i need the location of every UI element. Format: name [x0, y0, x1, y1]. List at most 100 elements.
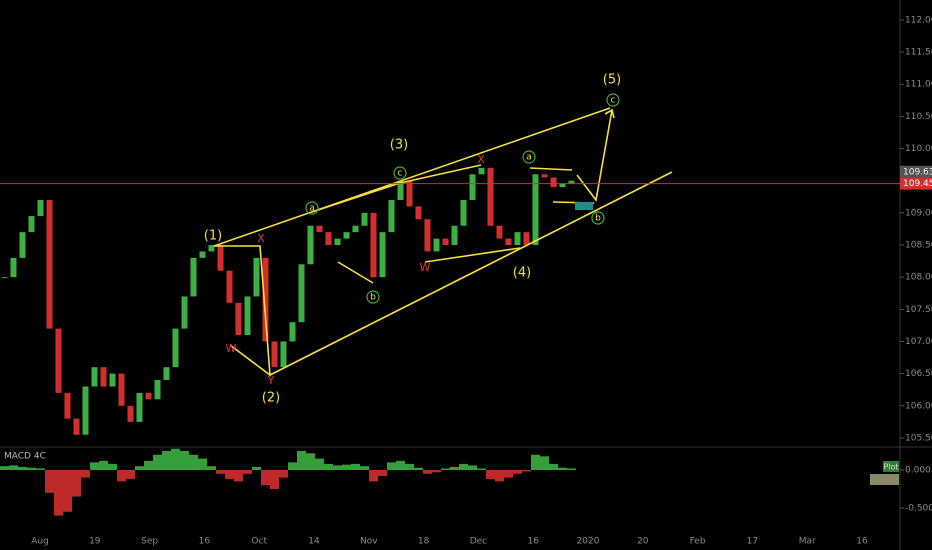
y-tick-label: 110.000	[905, 144, 932, 154]
candle	[433, 238, 440, 252]
x-tick-label: 16	[199, 537, 211, 547]
histogram-bar	[162, 450, 171, 470]
sub-wave-label: c	[398, 169, 403, 179]
high-badge	[900, 165, 932, 178]
x-tick-label: 19	[89, 537, 101, 547]
candle	[64, 392, 71, 419]
value-badge	[870, 474, 899, 485]
histogram-bar	[9, 465, 18, 470]
histogram-bar	[18, 466, 27, 470]
histogram-bar	[414, 467, 423, 470]
candle	[424, 219, 431, 252]
histogram-bar	[117, 469, 126, 482]
upper-channel	[213, 107, 611, 247]
histogram-bar	[405, 463, 414, 470]
annotations: (1) (2) (3) (4) (5) X W Y X W a b c a b …	[204, 73, 621, 406]
x-tick-label: Feb	[690, 537, 706, 547]
candle	[118, 373, 125, 406]
histogram-bar	[126, 469, 135, 480]
x-tick-label: 2020	[577, 537, 600, 547]
histogram-bar	[486, 469, 495, 480]
wave-path	[424, 247, 521, 263]
candle	[289, 322, 296, 342]
candle	[82, 386, 89, 435]
histogram-bar	[45, 469, 54, 493]
label-ring	[606, 93, 620, 107]
candle	[487, 167, 494, 226]
wxy-label: X	[477, 153, 485, 166]
histogram-bar	[306, 453, 315, 470]
x-tick-label: 16	[527, 537, 539, 547]
histogram-bar	[225, 469, 234, 480]
candle	[460, 199, 467, 226]
wave-label: (3)	[390, 138, 408, 153]
wave-label: (5)	[603, 73, 621, 88]
histogram-bar	[288, 462, 297, 470]
histogram-bar	[477, 468, 486, 470]
candle	[298, 264, 305, 323]
histogram-bar	[342, 464, 351, 470]
y-tick-label: 106.000	[905, 401, 932, 411]
candle	[28, 216, 35, 233]
label-ring	[522, 150, 536, 164]
wave-label: (2)	[262, 391, 280, 406]
candle	[37, 199, 44, 217]
y-tick-label: -0.500	[905, 503, 932, 513]
candle	[478, 167, 485, 175]
candle	[568, 180, 575, 184]
candle	[244, 296, 251, 336]
histogram-bar	[99, 460, 108, 470]
histogram-bar	[198, 458, 207, 470]
wxy-label: Y	[267, 374, 275, 387]
target-box	[575, 202, 593, 210]
label-ring	[305, 201, 319, 215]
candle	[514, 232, 521, 246]
candle	[226, 270, 233, 303]
y-tick-label: 105.500	[905, 433, 932, 443]
histogram-bar	[234, 469, 243, 482]
candle	[163, 367, 170, 381]
y-tick-label: 109.000	[905, 208, 932, 218]
candle	[370, 212, 377, 278]
histogram-bar	[108, 463, 117, 470]
histogram-bar	[369, 469, 378, 482]
histogram-bar	[441, 468, 450, 470]
high-label: 109.639	[903, 167, 932, 177]
x-tick-label: Nov	[360, 537, 378, 547]
wave-lines	[213, 107, 673, 377]
x-tick-label: 20	[637, 537, 649, 547]
candle	[271, 341, 278, 368]
histogram-bar	[36, 468, 45, 470]
y-tick-label: 110.500	[905, 112, 932, 122]
histogram-bar	[216, 469, 225, 474]
histogram-bar	[63, 469, 72, 512]
y-tick-label: 111.000	[905, 80, 932, 90]
histogram-bar	[180, 450, 189, 470]
y-tick-label: 108.500	[905, 241, 932, 251]
histogram-bar	[513, 469, 522, 474]
y-tick-label: 0.000	[905, 465, 931, 475]
sub-wave-label: a	[309, 204, 315, 214]
histogram-bar	[351, 463, 360, 470]
histogram-bar	[90, 462, 99, 470]
y-tick-label: 106.500	[905, 369, 932, 379]
histogram-bar	[297, 450, 306, 470]
histogram-bar	[54, 469, 63, 516]
wxy-label: W	[420, 261, 431, 274]
wave-label: (4)	[513, 266, 531, 281]
candle	[532, 174, 539, 246]
candle	[10, 257, 17, 278]
histogram-bar	[459, 463, 468, 470]
x-tick-label: 14	[308, 537, 320, 547]
wxy-label: X	[257, 232, 265, 245]
histogram-bar	[504, 469, 513, 478]
candle	[145, 392, 152, 400]
candle	[199, 251, 206, 258]
marks	[0, 167, 576, 516]
candle	[73, 418, 80, 435]
arrow-head	[604, 108, 615, 119]
candle	[172, 328, 179, 368]
wave-path	[214, 245, 271, 377]
wave-path	[337, 261, 374, 284]
candle	[262, 257, 269, 342]
